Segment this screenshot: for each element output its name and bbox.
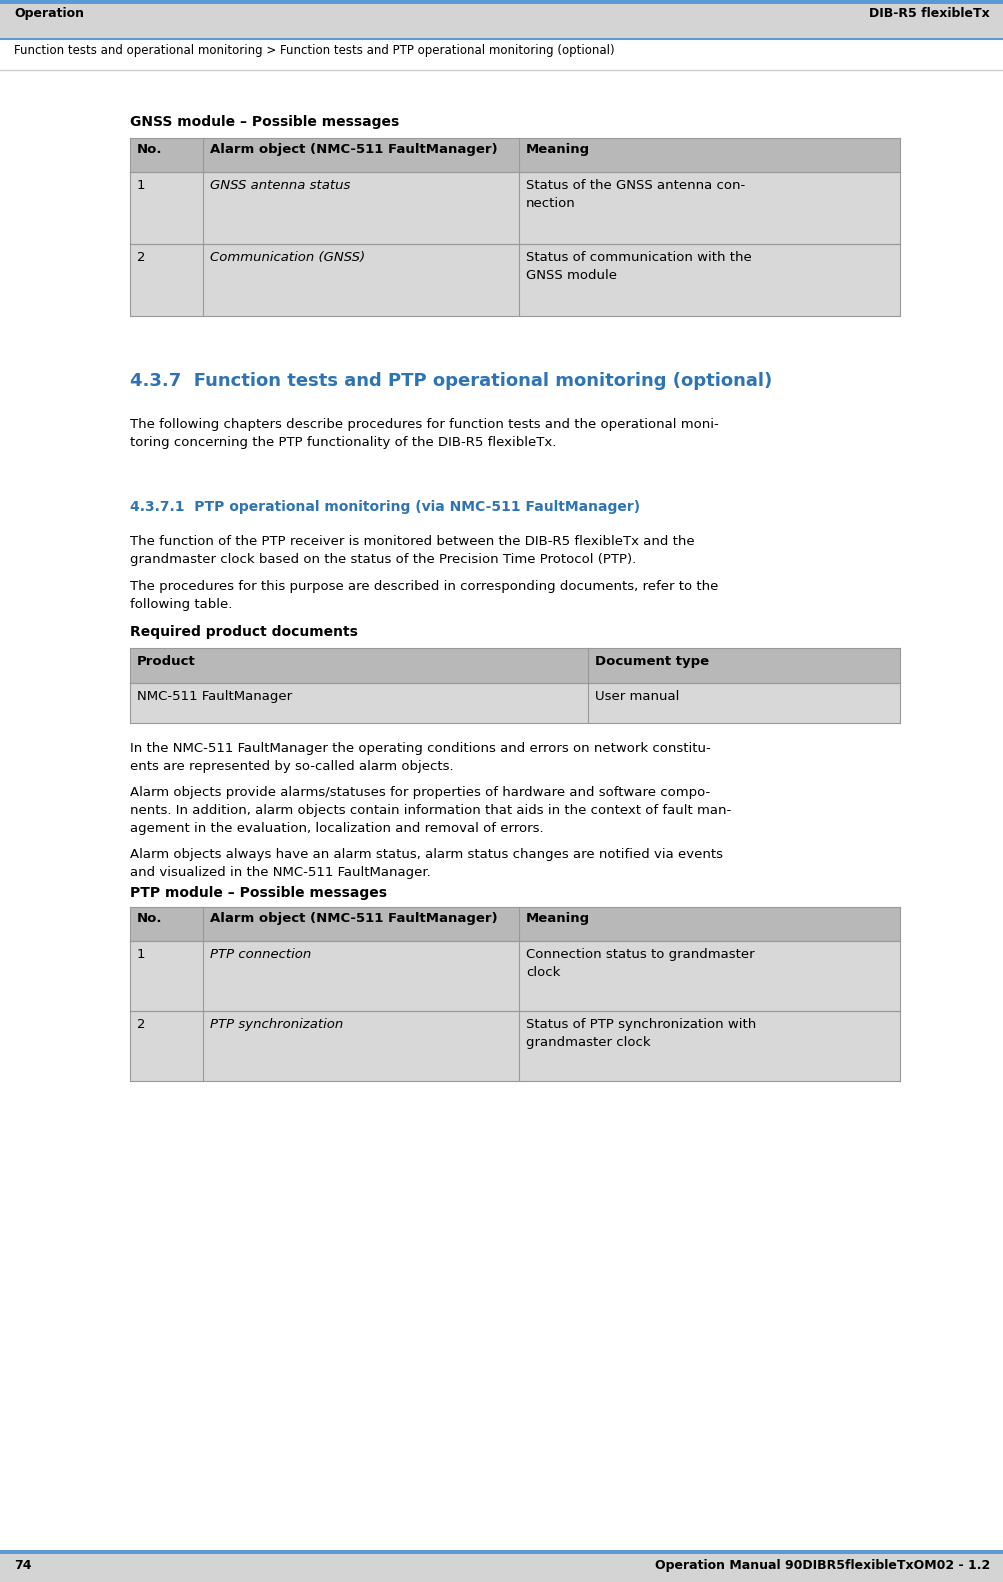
Bar <box>0 1550 1003 1554</box>
Text: GNSS module – Possible messages: GNSS module – Possible messages <box>129 115 399 130</box>
Text: DIB-R5 flexibleTx: DIB-R5 flexibleTx <box>869 6 989 21</box>
Text: 4.3.7  Function tests and PTP operational monitoring (optional): 4.3.7 Function tests and PTP operational… <box>129 372 771 391</box>
Text: 2: 2 <box>136 252 145 264</box>
Text: Status of communication with the
GNSS module: Status of communication with the GNSS mo… <box>526 252 751 282</box>
Text: Operation: Operation <box>14 6 84 21</box>
Text: 1: 1 <box>136 179 145 191</box>
Text: Function tests and operational monitoring > Function tests and PTP operational m: Function tests and operational monitorin… <box>14 44 614 57</box>
Text: 1: 1 <box>136 948 145 960</box>
Bar <box>129 244 899 316</box>
Text: PTP synchronization: PTP synchronization <box>210 1017 343 1031</box>
Bar <box>0 40 1003 70</box>
Bar <box>129 906 899 941</box>
Bar <box>129 649 899 683</box>
Text: PTP module – Possible messages: PTP module – Possible messages <box>129 886 386 900</box>
Text: Status of PTP synchronization with
grandmaster clock: Status of PTP synchronization with grand… <box>526 1017 755 1049</box>
Text: 74: 74 <box>14 1558 31 1573</box>
Text: The function of the PTP receiver is monitored between the DIB-R5 flexibleTx and : The function of the PTP receiver is moni… <box>129 535 694 566</box>
Bar <box>0 0 1003 5</box>
Bar <box>129 683 899 723</box>
Text: Alarm objects provide alarms/statuses for properties of hardware and software co: Alarm objects provide alarms/statuses fo… <box>129 786 730 835</box>
Text: Document type: Document type <box>595 655 708 668</box>
Text: No.: No. <box>136 142 162 157</box>
Bar <box>129 941 899 1011</box>
Text: No.: No. <box>136 911 162 925</box>
Bar <box>129 138 899 172</box>
Bar <box>129 1011 899 1081</box>
Text: Communication (GNSS): Communication (GNSS) <box>210 252 365 264</box>
Text: The procedures for this purpose are described in corresponding documents, refer : The procedures for this purpose are desc… <box>129 581 718 611</box>
Text: Alarm object (NMC-511 FaultManager): Alarm object (NMC-511 FaultManager) <box>210 911 497 925</box>
Text: Alarm objects always have an alarm status, alarm status changes are notified via: Alarm objects always have an alarm statu… <box>129 848 722 880</box>
Text: Alarm object (NMC-511 FaultManager): Alarm object (NMC-511 FaultManager) <box>210 142 497 157</box>
Bar <box>0 1554 1003 1582</box>
Text: GNSS antenna status: GNSS antenna status <box>210 179 350 191</box>
Bar <box>129 172 899 244</box>
Text: 2: 2 <box>136 1017 145 1031</box>
Text: PTP connection: PTP connection <box>210 948 311 960</box>
Text: Meaning: Meaning <box>526 142 590 157</box>
Text: Required product documents: Required product documents <box>129 625 357 639</box>
Text: 4.3.7.1  PTP operational monitoring (via NMC-511 FaultManager): 4.3.7.1 PTP operational monitoring (via … <box>129 500 640 514</box>
Bar <box>0 5 1003 38</box>
Text: Product: Product <box>136 655 196 668</box>
Text: NMC-511 FaultManager: NMC-511 FaultManager <box>136 690 292 702</box>
Text: The following chapters describe procedures for function tests and the operationa: The following chapters describe procedur… <box>129 418 718 449</box>
Text: Connection status to grandmaster
clock: Connection status to grandmaster clock <box>526 948 753 979</box>
Text: In the NMC-511 FaultManager the operating conditions and errors on network const: In the NMC-511 FaultManager the operatin… <box>129 742 710 774</box>
Text: User manual: User manual <box>595 690 679 702</box>
Text: Meaning: Meaning <box>526 911 590 925</box>
Bar <box>0 38 1003 40</box>
Text: Operation Manual 90DIBR5flexibleTxOM02 - 1.2: Operation Manual 90DIBR5flexibleTxOM02 -… <box>654 1558 989 1573</box>
Text: Status of the GNSS antenna con-
nection: Status of the GNSS antenna con- nection <box>526 179 744 210</box>
